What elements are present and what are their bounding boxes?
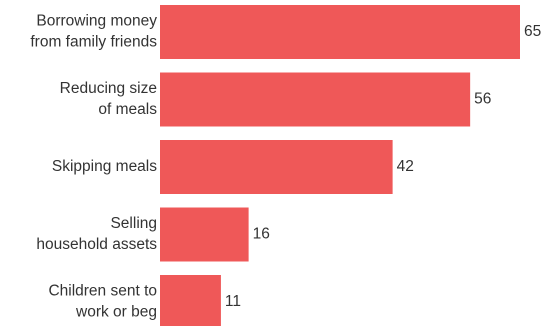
category-label-line: from family friends <box>30 34 157 51</box>
value-label: 56 <box>474 91 491 108</box>
value-label: 11 <box>225 293 241 310</box>
category-label-line: of meals <box>98 101 157 118</box>
value-label: 16 <box>253 226 270 243</box>
bar <box>160 140 393 194</box>
category-label: Selling household assets <box>36 215 157 253</box>
category-label: Borrowing money from family friends <box>30 13 157 51</box>
category-label-line: Children sent to <box>48 283 157 300</box>
category-label: Reducing size of meals <box>60 80 158 118</box>
category-label-line: household assets <box>36 236 157 253</box>
category-label-line: Selling <box>110 215 157 232</box>
category-label-line: Skipping meals <box>52 158 157 175</box>
value-label: 42 <box>397 158 414 175</box>
category-label: Children sent to work or beg <box>48 283 157 321</box>
bar <box>160 207 249 262</box>
category-label: Skipping meals <box>52 158 157 175</box>
value-label: 65 <box>524 23 541 40</box>
bar <box>160 72 471 127</box>
bar <box>160 275 221 326</box>
category-label-line: Reducing size <box>60 80 157 97</box>
category-label-line: work or beg <box>75 304 157 321</box>
category-label-line: Borrowing money <box>36 13 157 30</box>
bar <box>160 5 520 59</box>
